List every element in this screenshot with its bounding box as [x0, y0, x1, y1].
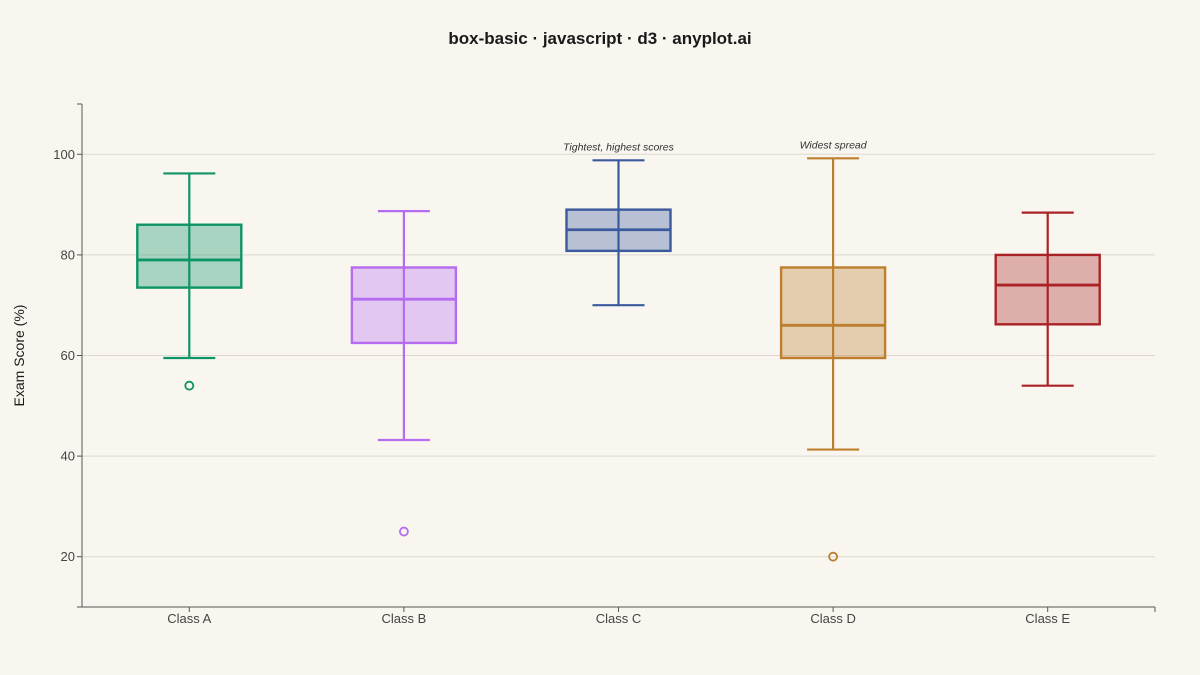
box-class-e: [994, 211, 1101, 387]
x-tick-label: Class A: [167, 611, 211, 626]
y-tick-label: 80: [61, 247, 75, 262]
y-tick-label: 100: [53, 147, 75, 162]
box-class-b: [350, 210, 458, 537]
y-tick-label: 40: [61, 449, 75, 464]
x-tick-label: Class B: [382, 611, 427, 626]
x-tick-label: Class E: [1025, 611, 1070, 626]
outlier-point: [398, 526, 409, 537]
labels: 20 40 60 80 100 Exam Score (%) Class A Class B C…: [11, 139, 1070, 626]
chart-title: box-basic · javascript · d3 · anyplot.ai: [448, 29, 752, 48]
x-tick-label: Class D: [810, 611, 856, 626]
y-tick-label: 60: [61, 348, 75, 363]
annotation-label: Widest spread: [800, 139, 868, 151]
box-class-d: [779, 157, 887, 562]
axes: [77, 103, 1156, 612]
box-class-c: [565, 159, 672, 307]
y-tick-label: 20: [61, 549, 75, 564]
x-tick-label: Class C: [596, 611, 642, 626]
annotation-label: Tightest, highest scores: [563, 141, 675, 153]
boxes: [136, 157, 1101, 562]
box-class-a: [136, 172, 243, 391]
outlier-point: [184, 380, 195, 391]
y-axis-label: Exam Score (%): [11, 305, 27, 407]
outlier-point: [828, 551, 838, 562]
